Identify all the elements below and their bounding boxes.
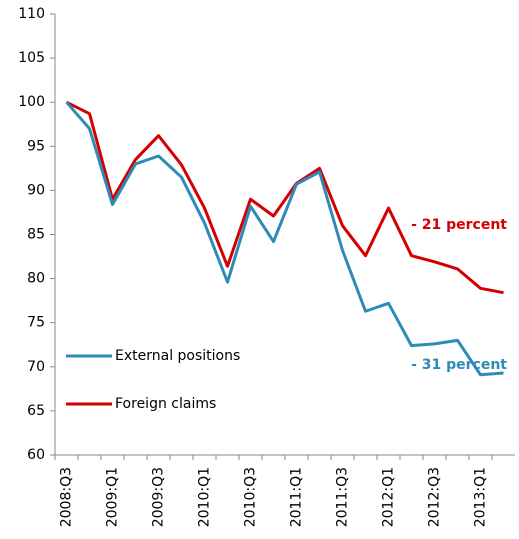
series-line <box>65 100 504 295</box>
y-tick-label: 110 <box>18 6 45 22</box>
y-tick-label: 100 <box>18 94 45 110</box>
x-tick-label: 2011:Q3 <box>335 467 351 527</box>
y-tick-label: 65 <box>27 403 45 419</box>
y-tick-label: 95 <box>27 138 45 154</box>
y-tick-label: 85 <box>27 227 45 243</box>
x-tick-label: 2010:Q3 <box>243 467 259 527</box>
series-line <box>65 101 504 377</box>
y-tick-label: 90 <box>27 182 45 198</box>
annotation: - 21 percent <box>411 217 507 233</box>
x-tick-label: 2008:Q3 <box>59 467 75 527</box>
x-tick-label: 2013:Q1 <box>473 467 489 527</box>
x-tick-label: 2011:Q1 <box>289 467 305 527</box>
y-tick-label: 105 <box>18 50 45 66</box>
y-tick-label: 60 <box>27 447 45 463</box>
legend-label: External positions <box>115 348 240 364</box>
y-tick-label: 70 <box>27 359 45 375</box>
x-tick-label: 2012:Q1 <box>381 467 397 527</box>
x-tick-label: 2009:Q3 <box>151 467 167 527</box>
x-tick-label: 2012:Q3 <box>427 467 443 527</box>
annotation: - 31 percent <box>411 357 507 373</box>
legend-label: Foreign claims <box>115 396 216 412</box>
y-tick-label: 75 <box>27 315 45 331</box>
y-tick-label: 80 <box>27 271 45 287</box>
x-tick-label: 2009:Q1 <box>105 467 121 527</box>
x-tick-label: 2010:Q1 <box>197 467 213 527</box>
